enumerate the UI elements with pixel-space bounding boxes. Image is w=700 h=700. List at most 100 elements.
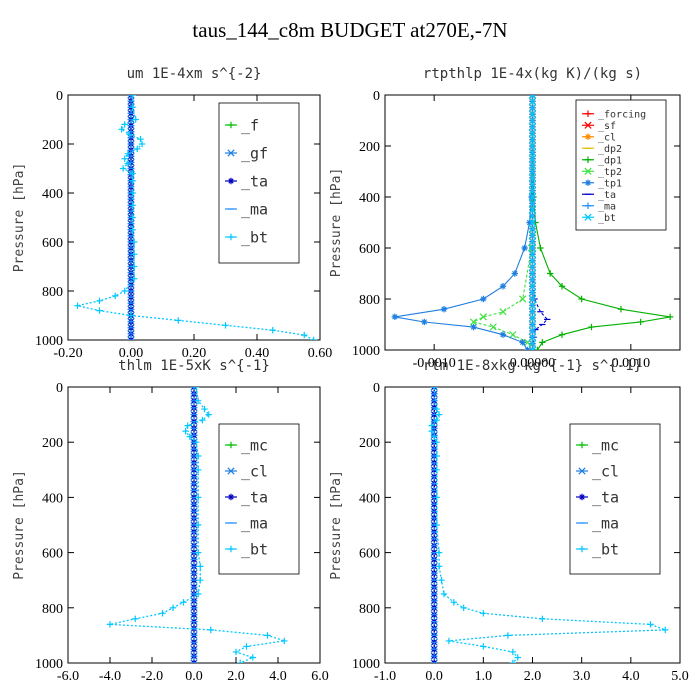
series-point-bt — [96, 297, 103, 304]
y-tick-label: 200 — [359, 140, 380, 155]
y-tick-label: 400 — [359, 191, 380, 206]
x-tick-label: -0.0010 — [413, 356, 456, 371]
series-point-bt — [528, 333, 537, 341]
y-tick-label: 200 — [359, 436, 380, 451]
series-point-bt — [435, 563, 443, 570]
legend-label: _ma — [598, 201, 616, 212]
series-group — [428, 387, 669, 663]
series-point-bt — [480, 643, 487, 650]
series-point-bt — [192, 439, 200, 446]
series-point-bt — [132, 615, 139, 623]
series-point-bt — [528, 206, 537, 214]
series-point-bt — [528, 155, 537, 163]
series-point-tp1 — [391, 313, 399, 321]
y-tick-label: 1000 — [35, 657, 63, 672]
series-point-bt — [528, 97, 537, 105]
series-point-bt — [509, 648, 517, 656]
legend-marker — [584, 133, 592, 140]
series-point-bt — [514, 654, 521, 661]
series-point-bt — [137, 135, 144, 143]
series-point-bt — [130, 263, 138, 270]
series-point-bt — [528, 257, 537, 265]
series-point-bt — [445, 637, 453, 645]
series-point-bt — [232, 648, 240, 656]
series-point-bt — [129, 202, 136, 209]
y-tick-label: 800 — [359, 602, 380, 617]
series-group — [391, 95, 674, 350]
legend-label: _cl — [598, 132, 616, 143]
series-point-bt — [433, 466, 440, 473]
series-line-tp1 — [394, 95, 534, 350]
legend-label: _cl — [592, 462, 619, 480]
series-point-bt — [528, 193, 537, 201]
panel-2: rtpthlp 1E-4x(kg K)/(kg s) Pressure [hPa]… — [329, 66, 681, 371]
series-point-dp1 — [558, 283, 566, 290]
legend-marker — [578, 467, 586, 475]
series-point-dp1 — [534, 346, 541, 350]
legend-label: _tp2 — [598, 167, 622, 178]
series-point-tp1 — [521, 244, 528, 252]
series-point-tp1 — [480, 295, 487, 303]
series-point-bt — [528, 187, 537, 195]
legend-label: _f — [241, 116, 259, 134]
series-point-bt — [528, 123, 537, 131]
series-point-bt — [435, 411, 443, 418]
x-tick-label: 6.0 — [311, 669, 329, 684]
series-point-bt — [430, 387, 438, 391]
series-point-bt — [186, 433, 193, 440]
series-point-tp2 — [519, 295, 527, 303]
legend-label: _bt — [598, 213, 616, 224]
series-point-bt — [528, 231, 537, 239]
series-point-bt — [96, 307, 103, 314]
series-point-dp1 — [617, 306, 625, 313]
x-tick-label: 0.60 — [308, 346, 333, 361]
panel-title: thlm 1E-5xK s^{-1} — [118, 358, 270, 374]
series-point-bt — [528, 301, 537, 309]
legend-marker — [584, 213, 592, 221]
x-tick-label: -4.0 — [99, 669, 121, 684]
y-tick-label: 1000 — [352, 657, 380, 672]
series-point-bt — [207, 626, 214, 634]
series-point-tp1 — [470, 323, 477, 331]
panel-1: um 1E-4xm s^{-2} Pressure [hPa] -0.20 0.00 0… — [12, 66, 332, 361]
series-point-bt — [130, 238, 138, 246]
series-point-bt — [528, 104, 537, 112]
legend-marker — [584, 121, 592, 129]
legend-marker — [227, 493, 235, 501]
series-point-bt — [528, 174, 537, 182]
legend-marker — [227, 467, 235, 475]
series-point-bt — [243, 643, 250, 650]
legend-marker — [227, 149, 235, 157]
series-point-bt — [528, 116, 537, 125]
series-point-tp2 — [479, 313, 487, 321]
legend-label: _gf — [241, 144, 268, 162]
series-point-bt — [528, 282, 537, 290]
x-tick-label: -1.0 — [374, 669, 396, 684]
legend-label: _dp2 — [598, 144, 622, 155]
series-point-bt — [195, 590, 202, 598]
y-tick-label: 1000 — [35, 334, 63, 349]
legend-marker — [578, 493, 586, 501]
y-axis-label: Pressure [hPa] — [329, 168, 344, 278]
series-line-ta — [531, 95, 549, 350]
series-line-dp1 — [531, 95, 671, 350]
series-point-bt — [138, 140, 146, 148]
series-point-bt — [195, 466, 202, 473]
y-tick-label: 600 — [42, 236, 63, 251]
series-point-bt — [197, 577, 204, 584]
legend-label: _tp1 — [598, 178, 622, 189]
series-group — [74, 95, 317, 340]
series-point-bt — [106, 621, 114, 628]
legend-marker — [584, 110, 592, 117]
series-point-bt — [528, 308, 537, 316]
series-point-bt — [269, 327, 276, 334]
series-point-bt — [134, 145, 141, 153]
series-point-bt — [528, 295, 537, 303]
series-point-bt — [433, 405, 440, 413]
legend-label: _ta — [598, 190, 616, 201]
series-point-dp1 — [588, 323, 595, 331]
series-point-bt — [74, 302, 81, 309]
series-point-tp1 — [519, 339, 526, 346]
series-point-bt — [195, 549, 202, 556]
series-point-tp2 — [489, 323, 497, 331]
